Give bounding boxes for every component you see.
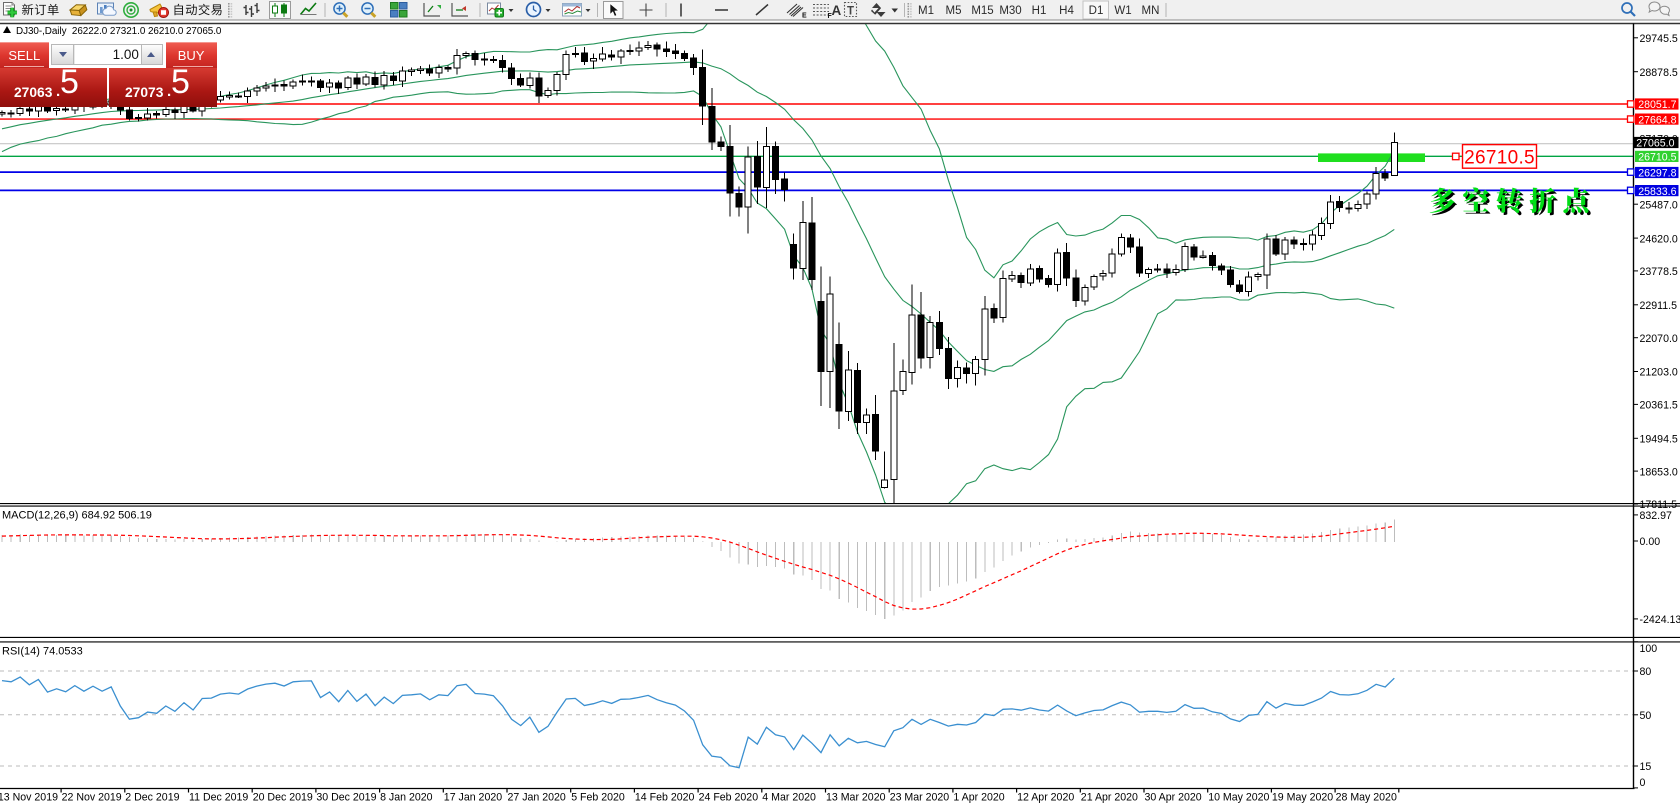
svg-text:F: F	[828, 13, 833, 20]
svg-text:15: 15	[1640, 761, 1652, 773]
svg-text:100: 100	[1640, 643, 1658, 655]
svg-text:24620.0: 24620.0	[1640, 233, 1678, 245]
svg-text:1 Apr 2020: 1 Apr 2020	[953, 792, 1004, 804]
svg-text:23 Mar 2020: 23 Mar 2020	[890, 792, 950, 804]
svg-text:28878.5: 28878.5	[1640, 67, 1678, 79]
svg-text:26710.5: 26710.5	[1464, 148, 1535, 169]
svg-text:30 Apr 2020: 30 Apr 2020	[1145, 792, 1202, 804]
svg-text:14 Feb 2020: 14 Feb 2020	[635, 792, 695, 804]
svg-text:13 Mar 2020: 13 Mar 2020	[826, 792, 886, 804]
svg-text:D1: D1	[1089, 5, 1104, 17]
svg-text:11 Dec 2019: 11 Dec 2019	[189, 792, 248, 804]
svg-text:M1: M1	[918, 5, 934, 17]
svg-text:18653.0: 18653.0	[1640, 466, 1678, 478]
svg-text:27 Jan 2020: 27 Jan 2020	[508, 792, 566, 804]
svg-text:21203.0: 21203.0	[1640, 367, 1678, 379]
svg-text:RSI(14) 74.0533: RSI(14) 74.0533	[2, 646, 83, 658]
svg-text:17 Jan 2020: 17 Jan 2020	[444, 792, 502, 804]
svg-text:E: E	[802, 13, 807, 20]
svg-text:W1: W1	[1114, 5, 1131, 17]
svg-text:25487.0: 25487.0	[1640, 199, 1678, 211]
svg-text:H1: H1	[1032, 5, 1047, 17]
svg-text:28051.7: 28051.7	[1638, 99, 1676, 111]
svg-text:27664.8: 27664.8	[1638, 114, 1676, 126]
svg-text:24 Feb 2020: 24 Feb 2020	[699, 792, 759, 804]
svg-text:5 Feb 2020: 5 Feb 2020	[571, 792, 625, 804]
svg-text:MACD(12,26,9) 684.92 506.19: MACD(12,26,9) 684.92 506.19	[2, 510, 152, 522]
svg-text:-2424.13: -2424.13	[1640, 614, 1680, 626]
svg-text:30 Dec 2019: 30 Dec 2019	[316, 792, 376, 804]
svg-text:29745.5: 29745.5	[1640, 33, 1678, 45]
svg-text:2 Dec 2019: 2 Dec 2019	[125, 792, 179, 804]
svg-text:0: 0	[1640, 777, 1646, 789]
svg-text:22 Nov 2019: 22 Nov 2019	[62, 792, 122, 804]
svg-text:22070.0: 22070.0	[1640, 333, 1678, 345]
svg-text:80: 80	[1640, 666, 1652, 678]
svg-text:4 Mar 2020: 4 Mar 2020	[762, 792, 816, 804]
svg-text:23778.5: 23778.5	[1640, 266, 1678, 278]
svg-text:13 Nov 2019: 13 Nov 2019	[0, 792, 58, 804]
svg-text:50: 50	[1640, 710, 1652, 722]
svg-text:T: T	[847, 6, 854, 18]
svg-text:12 Apr 2020: 12 Apr 2020	[1017, 792, 1074, 804]
svg-text:19 May 2020: 19 May 2020	[1272, 792, 1333, 804]
svg-text:25833.6: 25833.6	[1638, 186, 1676, 198]
svg-text:21 Apr 2020: 21 Apr 2020	[1081, 792, 1138, 804]
svg-text:M5: M5	[946, 5, 962, 17]
svg-text:26297.8: 26297.8	[1638, 168, 1676, 180]
svg-text:27065.0: 27065.0	[1636, 138, 1674, 150]
svg-text:28 May 2020: 28 May 2020	[1336, 792, 1397, 804]
svg-text:MN: MN	[1142, 5, 1160, 17]
svg-text:M15: M15	[971, 5, 993, 17]
svg-text:832.97: 832.97	[1640, 510, 1673, 522]
svg-text:22911.5: 22911.5	[1640, 300, 1678, 312]
svg-text:20361.5: 20361.5	[1640, 400, 1678, 412]
svg-text:17811.5: 17811.5	[1640, 499, 1678, 511]
svg-text:8 Jan 2020: 8 Jan 2020	[380, 792, 433, 804]
svg-text:A: A	[832, 3, 842, 18]
svg-text:20 Dec 2019: 20 Dec 2019	[253, 792, 313, 804]
svg-text:M30: M30	[999, 5, 1021, 17]
svg-text:19494.5: 19494.5	[1640, 434, 1678, 446]
svg-text:0.00: 0.00	[1640, 536, 1661, 548]
svg-text:26710.5: 26710.5	[1638, 152, 1676, 164]
svg-text:H4: H4	[1059, 5, 1074, 17]
svg-text:10 May 2020: 10 May 2020	[1208, 792, 1269, 804]
